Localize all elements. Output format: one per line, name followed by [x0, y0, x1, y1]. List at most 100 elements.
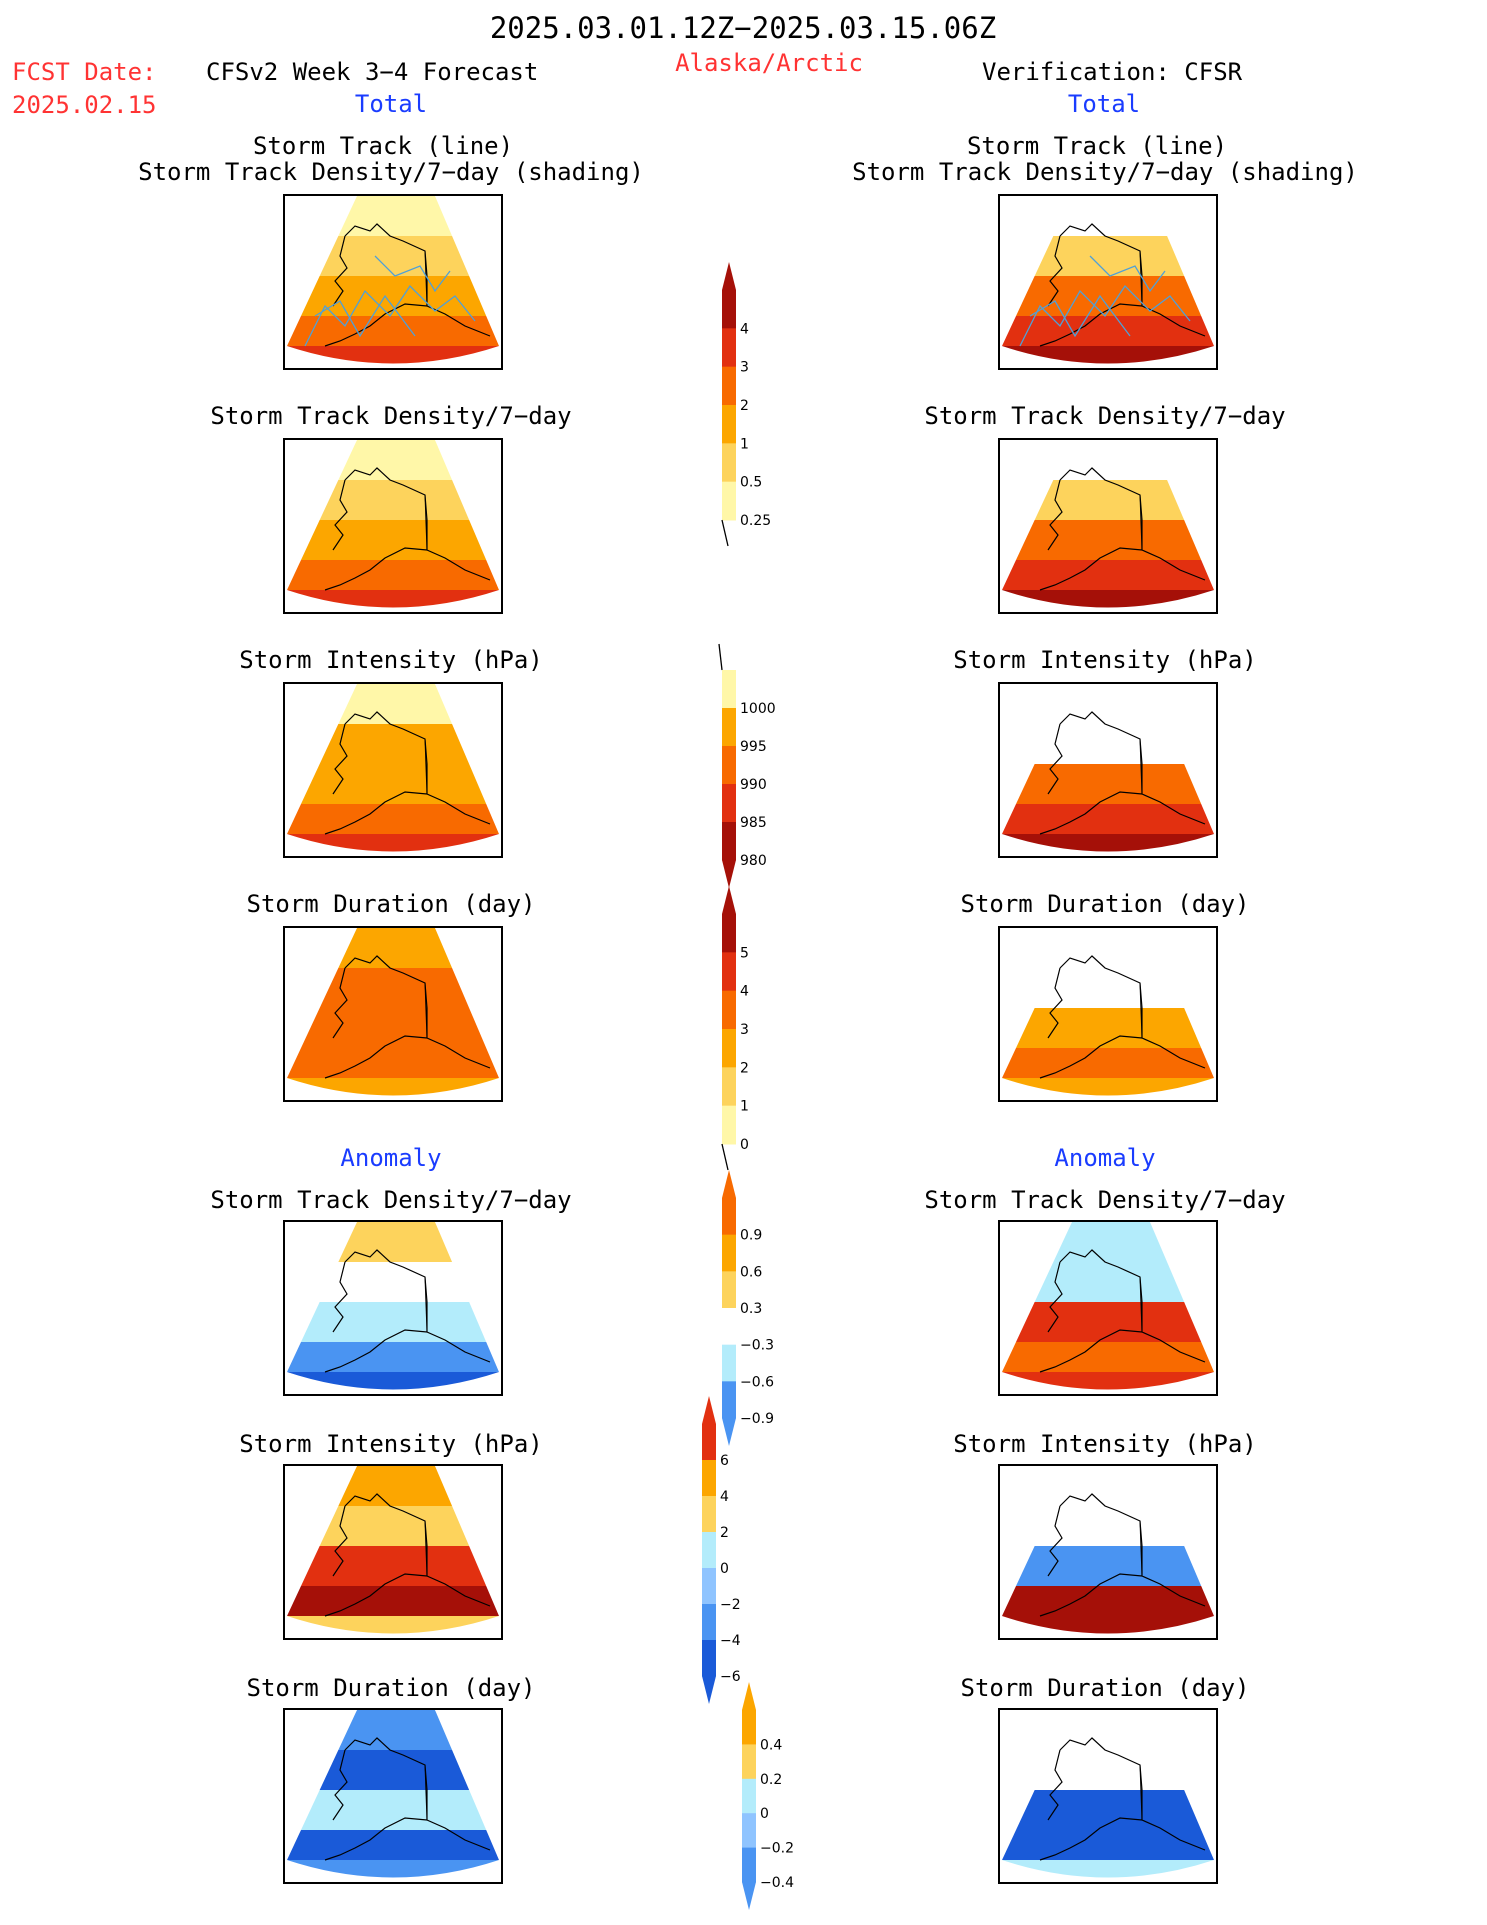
left-duration-map: [283, 926, 503, 1102]
map-mask: [435, 196, 501, 346]
left-track-title-1: Storm Track (line): [252, 132, 514, 160]
colorbar-tick-label: −6: [720, 1669, 741, 1685]
coastline: [324, 1249, 491, 1373]
colorbar-tick-label: 4: [740, 321, 749, 337]
shading-band: [287, 834, 499, 852]
shading-band: [325, 1222, 461, 1262]
colorbar-segment: [742, 1813, 756, 1849]
colorbar-tick-label: 985: [740, 815, 767, 831]
left-density-map: [283, 438, 503, 614]
shading-band: [1002, 1078, 1214, 1096]
colorbar-tick-label: 0.5: [740, 475, 762, 491]
colorbar-tick-label: 4: [740, 984, 749, 1000]
colorbar-tick-label: 2: [740, 398, 749, 414]
map-mask: [285, 1222, 357, 1372]
map-mask: [1000, 1466, 1072, 1616]
border-line: [1139, 1764, 1143, 1821]
left-anom-density-map: [283, 1220, 503, 1396]
colorbar-top-cap: [722, 262, 736, 290]
colorbar-tick-label: 1000: [740, 701, 776, 717]
shading-band: [1002, 1372, 1214, 1390]
colorbar-tick-label: 0.6: [740, 1264, 762, 1280]
shading-band: [1040, 928, 1176, 968]
shading-band: [1040, 1710, 1176, 1750]
colorbar-bottom-tail: [721, 1143, 729, 1171]
colorbar-bottom-cap: [722, 860, 736, 888]
shading-band: [291, 1302, 497, 1342]
shading-band: [1006, 1790, 1212, 1830]
shading-band: [1002, 1342, 1214, 1372]
colorbar-segment: [702, 1496, 716, 1533]
border-line: [1139, 982, 1143, 1039]
right-density-title: Storm Track Density/7−day: [924, 402, 1286, 430]
colorbar-top-cap: [742, 1682, 756, 1710]
colorbar-tick-label: 990: [740, 777, 767, 793]
right-anom-duration-title: Storm Duration (day): [960, 1674, 1250, 1702]
colorbar-top-cap: [702, 1396, 716, 1424]
verification-title: Verification: CFSR: [982, 58, 1243, 86]
left-duration-title: Storm Duration (day): [246, 890, 536, 918]
shading-band: [287, 1048, 499, 1078]
border-line: [1139, 1276, 1143, 1333]
shading-band: [305, 1262, 480, 1302]
colorbar-segment: [722, 1029, 736, 1068]
shading-band: [305, 1750, 480, 1790]
period-title: 2025.03.01.12Z−2025.03.15.06Z: [489, 11, 997, 45]
border-line: [1139, 494, 1143, 551]
shading-band: [1002, 1616, 1214, 1634]
right-anom-density-map: [998, 1220, 1218, 1396]
colorbar-bottom-cap: [742, 1882, 756, 1910]
map-mask: [1150, 196, 1216, 346]
map-mask: [1000, 1710, 1072, 1860]
colorbar-segment: [722, 1271, 736, 1309]
colorbar-segment: [722, 366, 736, 406]
colorbar-tick-label: 2: [740, 1060, 749, 1076]
colorbar-segment: [722, 290, 736, 329]
map-mask: [285, 196, 357, 346]
border-line: [424, 494, 428, 551]
shading-band: [287, 560, 499, 590]
shading-band: [1006, 1302, 1212, 1342]
right-track-map: [998, 194, 1218, 370]
shading-band: [291, 764, 497, 804]
map-mask: [285, 440, 357, 590]
left-anom-intensity-map: [283, 1464, 503, 1640]
coastline: [324, 467, 491, 591]
map-mask: [1150, 928, 1216, 1078]
colorbar-tick-label: 0.3: [740, 1301, 762, 1317]
colorbar-bottom-cap: [722, 1418, 736, 1446]
shading-band: [1020, 1262, 1195, 1302]
border-line: [1139, 738, 1143, 795]
colorbar-segment: [742, 1778, 756, 1814]
colorbar-segment: [722, 914, 736, 953]
colorbar-tick-label: 0.25: [740, 513, 771, 529]
right-track-title-1: Storm Track (line): [966, 132, 1228, 160]
border-line: [424, 1276, 428, 1333]
shading-band: [287, 804, 499, 834]
map-mask: [285, 928, 357, 1078]
colorbar-duration-total: 5 4 3 2 1 0: [721, 886, 749, 1171]
right-anom-intensity-title: Storm Intensity (hPa): [953, 1430, 1257, 1458]
map-mask: [435, 684, 501, 834]
colorbar-tick-label: 3: [740, 360, 749, 376]
shading-band: [1006, 1008, 1212, 1048]
shading-band: [1040, 196, 1176, 236]
colorbar-segment: [742, 1744, 756, 1780]
border-line: [1139, 1520, 1143, 1577]
fcst-date-value: 2025.02.15: [12, 91, 157, 119]
shading-band: [325, 196, 461, 236]
map-mask: [1150, 1222, 1216, 1372]
region-title: Alaska/Arctic: [675, 49, 863, 77]
colorbar-tick-label: 6: [720, 1453, 729, 1469]
colorbar-tick-label: −2: [720, 1597, 741, 1613]
colorbar-tick-label: 2: [720, 1525, 729, 1541]
coastline: [324, 711, 491, 835]
shading-band: [291, 1546, 497, 1586]
shading-band: [287, 1860, 499, 1878]
colorbar-bottom-cap: [702, 1676, 716, 1704]
colorbar-segment: [722, 328, 736, 368]
map-mask: [435, 1466, 501, 1616]
storm-track-lines: [304, 255, 476, 347]
map-mask: [1150, 1710, 1216, 1860]
map-mask: [1000, 1222, 1072, 1372]
